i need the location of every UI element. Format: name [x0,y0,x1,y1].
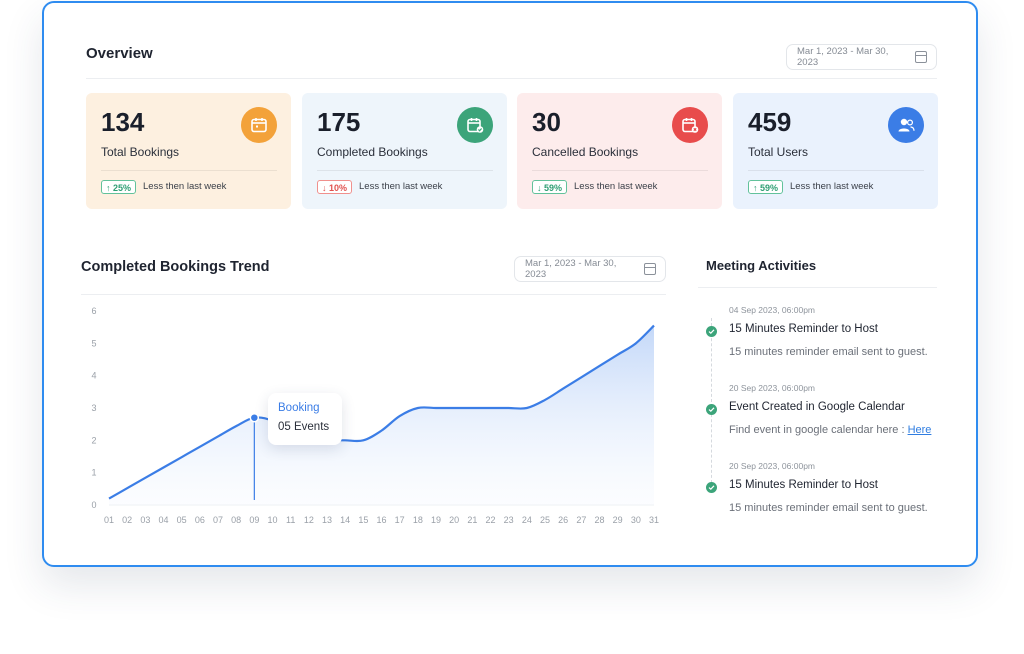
meeting-activities-title: Meeting Activities [706,258,817,273]
calendar-icon [241,107,277,143]
activity-time: 20 Sep 2023, 06:00pm [729,383,816,393]
calendar-check-icon [457,107,493,143]
card-divider [748,170,924,171]
card-completed-bookings[interactable]: 175 Completed Bookings ↓ 10% Less then l… [302,93,507,209]
stat-value: 134 [101,107,145,137]
calendar-icon [644,263,656,275]
change-note: Less then last week [790,181,874,192]
change-badge: ↓ 10% [317,180,353,194]
tooltip-label: Booking [278,402,320,414]
stat-value: 459 [748,107,792,137]
activity-desc: 15 minutes reminder email sent to guest. [729,346,928,358]
card-divider [532,170,708,171]
change-note: Less then last week [574,181,658,192]
date-range-text: Mar 1, 2023 - Mar 30, 2023 [525,258,617,280]
change-value: 59% [544,183,563,193]
calendar-cancel-icon [672,107,708,143]
card-total-users[interactable]: 459 Total Users ↑ 59% Less then last wee… [733,93,938,209]
timeline-line [711,318,712,488]
activity-title: Event Created in Google Calendar [729,401,905,413]
card-cancelled-bookings[interactable]: 30 Cancelled Bookings ↓ 59% Less then la… [517,93,722,209]
stat-label: Cancelled Bookings [532,145,639,159]
users-icon [888,107,924,143]
arrow-down-icon: ↓ [537,183,542,193]
activity-desc-text: Find event in google calendar here : [729,424,908,436]
overview-date-picker[interactable]: Mar 1, 2023 - Mar 30, 2023 [786,44,937,70]
chart-title: Completed Bookings Trend [81,259,270,275]
here-link[interactable]: Here [907,424,932,436]
check-icon [706,404,717,415]
overview-divider [86,78,937,79]
stat-label: Total Users [748,145,809,159]
change-value: 10% [329,183,348,193]
card-divider [101,170,277,171]
change-note: Less then last week [143,181,227,192]
activity-desc: Find event in google calendar here : Her… [729,424,931,436]
arrow-up-icon: ↑ [753,183,758,193]
change-value: 25% [113,183,132,193]
activities-divider [698,287,937,288]
check-icon [706,482,717,493]
stat-value: 175 [317,107,361,137]
activity-title: 15 Minutes Reminder to Host [729,479,878,491]
activity-time: 04 Sep 2023, 06:00pm [729,305,816,315]
activity-title: 15 Minutes Reminder to Host [729,323,878,335]
activity-desc: 15 minutes reminder email sent to guest. [729,502,928,514]
stat-label: Total Bookings [101,145,180,159]
arrow-down-icon: ↓ [322,183,327,193]
stat-label: Completed Bookings [317,145,428,159]
arrow-up-icon: ↑ [106,183,111,193]
stat-value: 30 [532,107,561,137]
chart-divider [81,294,666,295]
chart-tooltip: Booking 05 Events [268,393,342,445]
card-total-bookings[interactable]: 134 Total Bookings ↑ 25% Less then last … [86,93,291,209]
calendar-icon [915,51,927,63]
overview-title: Overview [86,45,153,62]
check-icon [706,326,717,337]
change-note: Less then last week [359,181,443,192]
activity-time: 20 Sep 2023, 06:00pm [729,461,816,471]
change-badge: ↓ 59% [532,180,568,194]
card-divider [317,170,493,171]
date-range-text: Mar 1, 2023 - Mar 30, 2023 [797,46,889,68]
change-badge: ↑ 25% [101,180,137,194]
change-badge: ↑ 59% [748,180,784,194]
tooltip-value: 05 Events [278,421,330,433]
change-value: 59% [760,183,779,193]
chart-date-picker[interactable]: Mar 1, 2023 - Mar 30, 2023 [514,256,666,282]
